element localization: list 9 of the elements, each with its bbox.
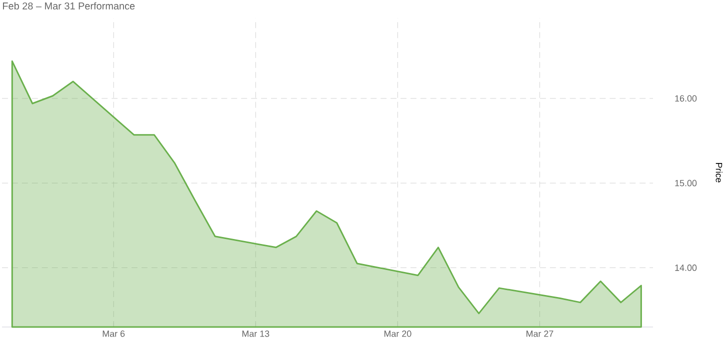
y-tick-label: 15.00: [675, 180, 697, 186]
x-tick-label: Mar 27: [526, 330, 554, 337]
y-tick-label: 14.00: [675, 264, 697, 271]
x-tick-label: Mar 6: [102, 330, 125, 337]
y-axis-title: Price: [716, 163, 722, 182]
x-tick-label: Mar 13: [242, 330, 270, 337]
chart-title: Feb 28 – Mar 31 Performance: [3, 2, 135, 10]
y-tick-label: 16.00: [675, 95, 697, 102]
x-tick-label: Mar 20: [384, 330, 412, 337]
